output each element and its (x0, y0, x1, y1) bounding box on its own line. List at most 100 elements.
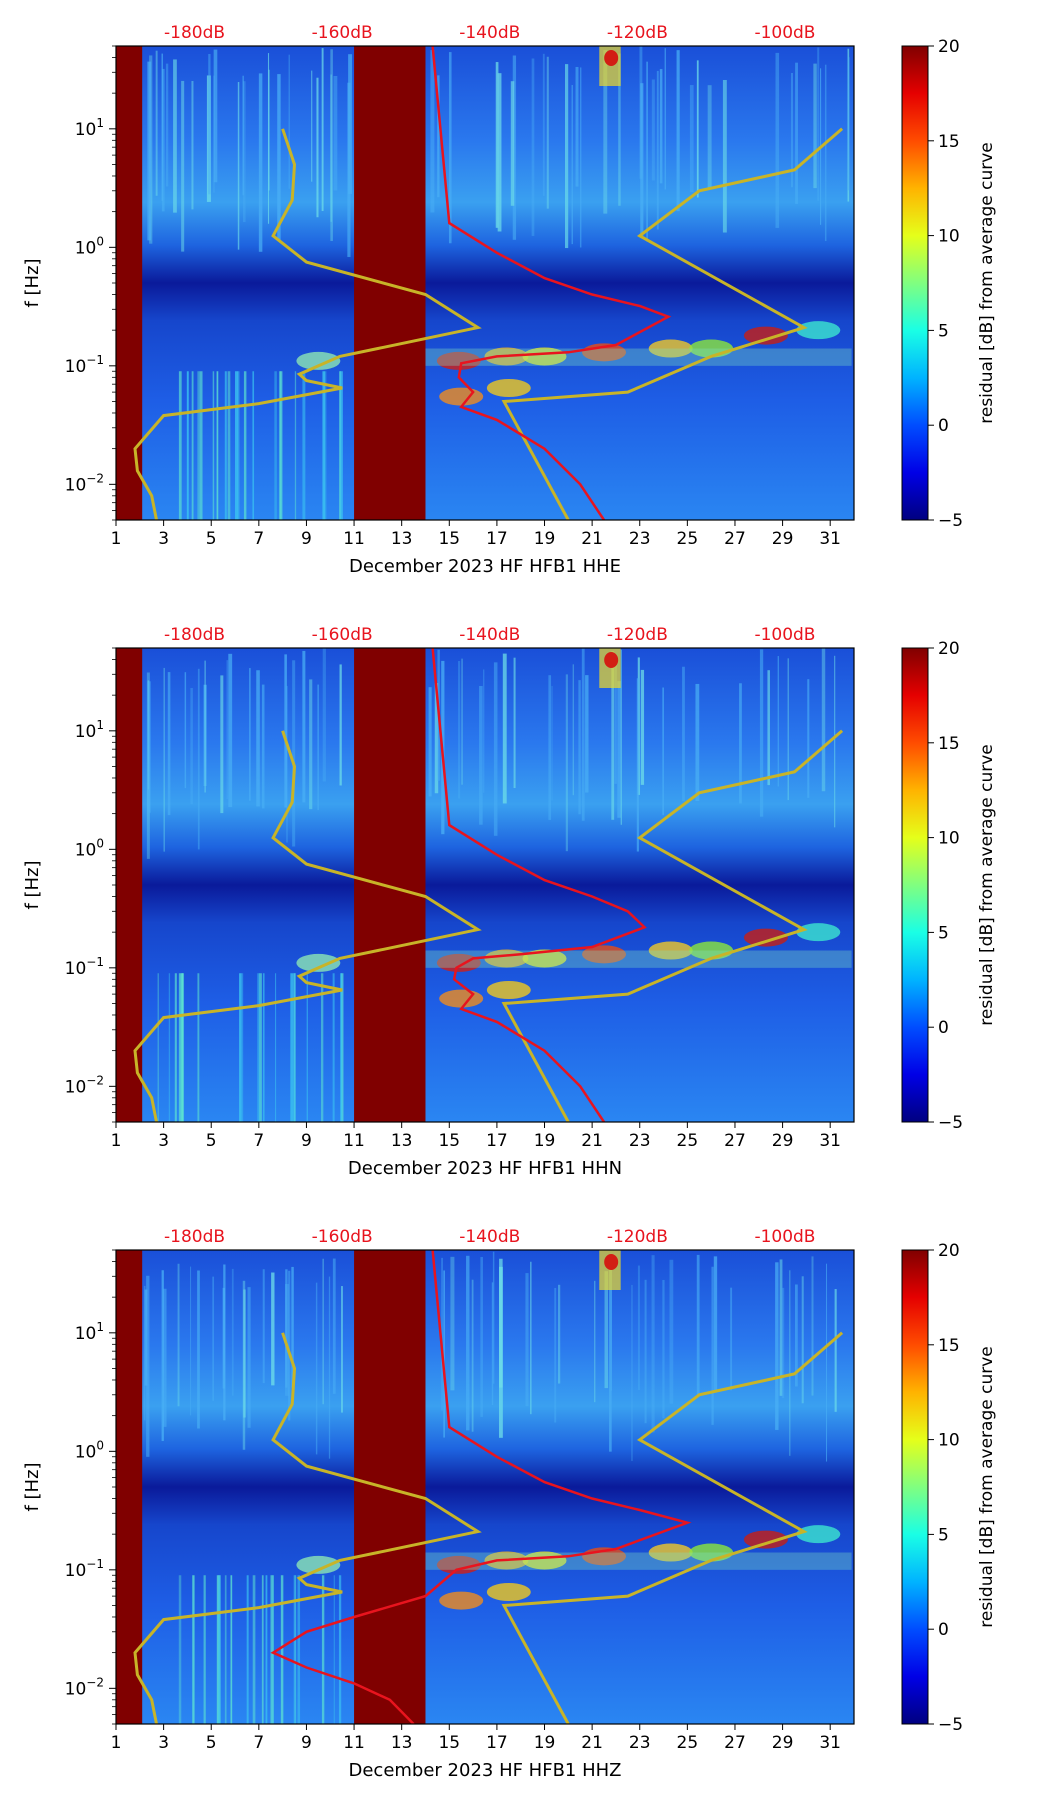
microseism-hotspot (436, 1555, 481, 1574)
spectrogram-streak (230, 1575, 233, 1724)
spectrogram-streak (795, 62, 798, 204)
db-tick-label: -180dB (164, 23, 225, 43)
x-tick-label: 31 (819, 1131, 841, 1151)
x-tick-label: 7 (253, 1131, 264, 1151)
db-tick-label: -140dB (459, 23, 520, 43)
x-tick-label: 19 (534, 1131, 556, 1151)
spectrogram-streak (322, 648, 326, 782)
spectrogram-streak (190, 687, 193, 805)
spectrogram-streak (203, 1575, 206, 1724)
microseism-band (425, 348, 852, 366)
spectrogram-streak (542, 53, 545, 196)
model-curve (133, 1332, 482, 1724)
spectrogram-streak (564, 64, 569, 249)
y-tick-label: 10−2 (65, 1073, 104, 1097)
spectrogram-streak (247, 1287, 251, 1428)
db-tick-label: -100dB (754, 625, 815, 645)
spectrogram-streak (285, 1269, 288, 1388)
average-psd-curve (270, 1250, 692, 1724)
x-tick-label: 1 (111, 529, 122, 549)
spectrogram-streak (817, 47, 820, 201)
spectrogram-streak (651, 79, 655, 181)
model-curve (133, 730, 482, 1122)
spectrogram-streak (682, 666, 685, 802)
spectrogram-streak (322, 1258, 324, 1405)
spectrogram-streak (339, 664, 342, 786)
spectrogram-streak (824, 64, 827, 242)
spectrogram-streak (258, 73, 263, 252)
y-tick-label: 100 (75, 836, 104, 860)
x-tick-label: 11 (343, 529, 365, 549)
spectrogram-streak (291, 1266, 294, 1388)
plot-area (116, 648, 854, 1122)
spectrogram-streak (347, 82, 351, 258)
spectrogram-streak (722, 80, 727, 233)
high-frequency-hotspot (604, 652, 619, 668)
spectrogram-streak (437, 75, 440, 198)
spectrogram-streak (226, 660, 229, 800)
spectrogram-streak (317, 684, 319, 811)
spectrogram-streak (801, 1276, 804, 1404)
y-tick-label: 101 (75, 1320, 104, 1344)
spectrogram-streak (224, 371, 227, 520)
spectrogram-streak (461, 658, 463, 785)
spectrogram-streak (267, 53, 270, 224)
spectrogram-streak (821, 648, 826, 792)
colorbar-tick-label: 20 (938, 37, 960, 57)
spectrogram-streak (565, 674, 568, 852)
spectrogram-streak (730, 1287, 733, 1391)
spectrogram-streak (191, 371, 194, 520)
spectrogram-streak (558, 1284, 561, 1384)
spectrogram-streak (315, 1282, 318, 1455)
x-tick-label: 5 (206, 529, 217, 549)
data-gap (116, 46, 143, 520)
spectrogram-streak (231, 1268, 234, 1396)
y-tick-label: 100 (75, 1438, 104, 1462)
spectrogram-streak (458, 661, 461, 799)
spectrogram-streak (286, 685, 288, 843)
x-tick-label: 21 (581, 1733, 603, 1753)
x-tick-label: 27 (724, 1733, 746, 1753)
model-curve (133, 128, 482, 520)
spectrogram-streak (294, 371, 297, 520)
high-frequency-hotspot (604, 1254, 619, 1270)
plot-area (116, 1250, 854, 1724)
spectrogram-streak (811, 1256, 814, 1396)
spectrogram-streak (262, 973, 265, 1122)
x-tick-label: 15 (438, 1131, 460, 1151)
spectrogram-streak (246, 1575, 249, 1724)
microseism-hotspot (439, 387, 484, 406)
spectrogram-streak (224, 1575, 227, 1724)
spectrogram-streak (471, 1279, 474, 1432)
spectrogram-streak (165, 63, 169, 187)
spectrogram-streak (272, 1575, 274, 1724)
data-gap (116, 1250, 143, 1724)
spectrogram-streak (163, 667, 165, 852)
x-tick-label: 21 (581, 1131, 603, 1151)
spectrogram-streak (789, 1270, 791, 1456)
spectrogram-streak (338, 1575, 342, 1724)
y-axis-label: f [Hz] (22, 860, 43, 909)
spectrogram-streak (274, 371, 277, 520)
spectrogram-streak (713, 1256, 718, 1393)
y-axis-label: f [Hz] (22, 258, 43, 307)
spectrogram-streak (181, 80, 185, 252)
spectrogram-streak (332, 1258, 336, 1394)
x-tick-label: 15 (438, 1733, 460, 1753)
spectrogram-streak (618, 53, 621, 206)
spectrogram-streak (495, 62, 499, 228)
spectrogram-streak (450, 1256, 455, 1391)
colorbar-tick-label: −5 (938, 1715, 963, 1735)
spectrogram-streak (581, 648, 585, 821)
spectrogram-streak (284, 654, 287, 808)
spectrogram-streak (213, 49, 218, 183)
spectrogram-streak (279, 371, 283, 520)
microseism-hotspot (796, 321, 841, 340)
spectrogram-streak (575, 66, 579, 187)
spectrogram-streak (696, 1254, 700, 1397)
spectrogram-streak (280, 1575, 284, 1724)
x-axis-label: December 2023 HF HFB1 HHZ (348, 1760, 621, 1781)
spectrogram-streak (669, 1259, 674, 1404)
spectrogram-streak (157, 973, 159, 1122)
spectrogram-streak (235, 371, 239, 520)
